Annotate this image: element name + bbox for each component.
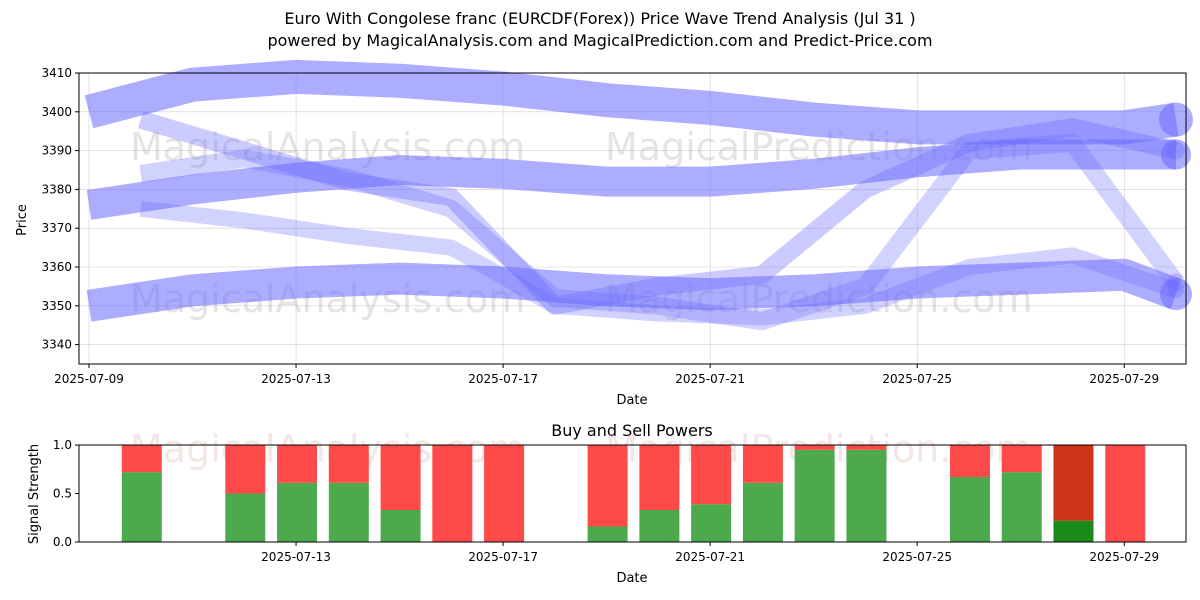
price-plot-frame [78,72,1187,365]
signal-x-tick-label: 2025-07-17 [468,550,538,564]
price-y-tick-label: 3360 [41,260,72,274]
sell-power-bar [1053,445,1094,521]
price-y-tick-label: 3380 [41,182,72,196]
price-x-ticks: 2025-07-09 2025-07-13 2025-07-17 2025-07-21… [54,364,1159,386]
signal-y-tick-label: 0.5 [53,487,72,501]
price-x-axis-label: Date [616,393,647,408]
sell-power-bar [121,445,162,473]
sell-power-bar [484,445,525,542]
sell-power-bar [794,445,835,450]
buy-power-bar [587,526,628,542]
wave-band-endcap [1168,282,1184,299]
buy-power-bar [1001,472,1042,542]
chart-header: Euro With Congolese franc (EURCDF(Forex)… [0,8,1200,52]
sell-power-bar [846,445,887,450]
price-x-tick-label: 2025-07-13 [261,372,331,386]
sell-power-bar [742,445,783,483]
wave-bands [84,59,1193,331]
buy-power-bar [328,482,369,542]
buy-power-bar [225,493,266,542]
sell-power-bar [1105,445,1146,542]
buy-power-bar [742,482,783,542]
sell-power-bar [225,445,266,494]
sell-power-bar [691,445,732,505]
price-x-tick-label: 2025-07-17 [468,372,538,386]
signal-x-ticks: 2025-07-13 2025-07-17 2025-07-21 2025-07-25… [261,542,1159,564]
sell-power-bar [587,445,628,527]
wave-band-endcap [1167,141,1185,160]
buy-power-bar [380,509,421,542]
buy-power-bar [949,477,990,542]
price-x-tick-label: 2025-07-29 [1089,372,1159,386]
wave-band-endcap [1167,273,1185,292]
chart-title: Euro With Congolese franc (EURCDF(Forex)… [284,9,916,28]
price-y-tick-label: 3350 [41,299,72,313]
signal-x-tick-label: 2025-07-29 [1089,550,1159,564]
price-x-tick-label: 2025-07-25 [882,372,952,386]
signal-y-tick-label: 1.0 [53,438,72,452]
wave-band-endcap [1160,278,1192,311]
buy-power-bar [639,509,680,542]
price-x-tick-label: 2025-07-21 [675,372,745,386]
price-y-tick-label: 3400 [41,105,72,119]
signal-title: Buy and Sell Powers [551,421,713,440]
wave-band-series [139,133,1184,331]
sell-power-bar [949,445,990,478]
wave-band-series [86,139,1176,220]
signal-panel: Buy and Sell Powers MagicalAnalysis.com … [27,421,1187,586]
price-panel: MagicalAnalysis.com MagicalPrediction.co… [15,59,1193,408]
wave-band-series [84,59,1179,145]
price-y-tick-label: 3390 [41,144,72,158]
buy-power-bar [121,472,162,542]
price-y-ticks: 3340 3350 3360 3370 3380 3390 3400 3410 [41,66,79,352]
wave-band-series [86,258,1182,322]
signal-x-tick-label: 2025-07-25 [882,550,952,564]
signal-x-axis-label: Date [616,571,647,586]
buy-power-bar [1053,520,1094,542]
sell-power-bar [380,445,421,510]
chart-subtitle: powered by MagicalAnalysis.com and Magic… [267,31,933,50]
buy-power-bar [691,504,732,542]
price-y-axis-label: Price [15,204,30,236]
price-y-tick-label: 3340 [41,338,72,352]
sell-power-bar [639,445,680,510]
wave-band-endcap [1159,102,1193,137]
signal-y-ticks: 0.0 0.5 1.0 [53,438,79,549]
sell-power-bar [1001,445,1042,473]
wave-band-endcap [1161,139,1191,170]
buy-power-bar [794,449,835,542]
buy-power-bar [277,482,318,542]
price-x-tick-label: 2025-07-09 [54,372,124,386]
signal-y-axis-label: Signal Strength [27,444,42,544]
price-y-tick-label: 3410 [41,66,72,80]
price-y-tick-label: 3370 [41,221,72,235]
wave-band-series [139,200,1179,326]
sell-power-bar [277,445,318,483]
sell-power-bar [432,445,473,542]
wave-band-series [138,110,1178,315]
signal-y-tick-label: 0.0 [53,535,72,549]
signal-x-tick-label: 2025-07-13 [261,550,331,564]
buy-power-bar [846,449,887,542]
signal-bars [121,445,1146,542]
sell-power-bar [328,445,369,483]
signal-x-tick-label: 2025-07-21 [675,550,745,564]
